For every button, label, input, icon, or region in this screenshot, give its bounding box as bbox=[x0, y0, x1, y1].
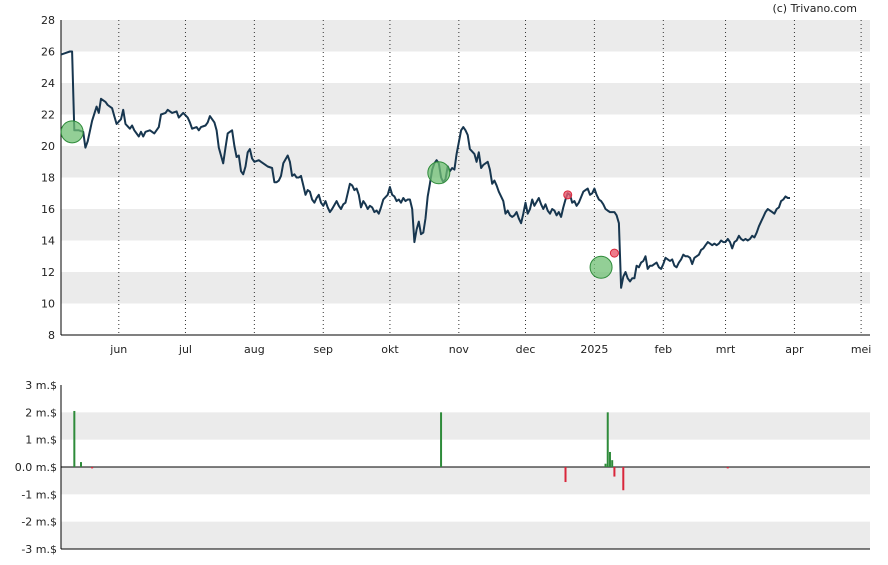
y-tick-label: 22 bbox=[41, 109, 55, 122]
price-panel: jun jul aug sep okt nov dec 2025 feb mrt apr mei 8 10… bbox=[41, 14, 871, 356]
buy-volume-bar bbox=[611, 460, 614, 467]
sell-volume-bar bbox=[622, 467, 625, 491]
volume-y-tick-label: -3 m.$ bbox=[21, 543, 57, 556]
volume-grid-band bbox=[61, 467, 870, 495]
x-tick-label: aug bbox=[244, 343, 265, 356]
x-tick-label: dec bbox=[516, 343, 536, 356]
watermark: (c) Trivano.com bbox=[772, 2, 857, 15]
insider-volume-panel: 3 m.$ 2 m.$ 1 m.$ 0.0 m.$ -1 m.$ -2 m.$ -3 m.$ bbox=[15, 379, 870, 556]
buy-marker bbox=[427, 161, 451, 185]
y-tick-label: 16 bbox=[41, 203, 55, 216]
volume-y-tick-label: 3 m.$ bbox=[25, 379, 57, 392]
sell-volume-bar bbox=[726, 467, 729, 469]
price-grid-band bbox=[61, 146, 870, 178]
volume-y-tick-label: -2 m.$ bbox=[21, 516, 57, 529]
y-tick-label: 10 bbox=[41, 298, 55, 311]
price-grid-band bbox=[61, 209, 870, 241]
x-tick-label: mrt bbox=[716, 343, 736, 356]
buy-volume-bar bbox=[608, 451, 611, 467]
x-tick-label: sep bbox=[314, 343, 333, 356]
volume-grid-band bbox=[61, 521, 870, 549]
x-tick-label: 2025 bbox=[580, 343, 608, 356]
y-tick-label: 20 bbox=[41, 140, 55, 153]
y-tick-label: 24 bbox=[41, 77, 55, 90]
y-tick-label: 26 bbox=[41, 46, 55, 59]
sell-marker bbox=[609, 248, 619, 258]
buy-volume-bar bbox=[440, 412, 443, 467]
y-tick-label: 18 bbox=[41, 172, 55, 185]
buy-marker bbox=[589, 255, 613, 279]
y-tick-label: 12 bbox=[41, 266, 55, 279]
volume-y-tick-label: 1 m.$ bbox=[25, 434, 57, 447]
volume-grid-band bbox=[61, 412, 870, 440]
buy-volume-bar bbox=[606, 412, 609, 467]
x-tick-label: mei bbox=[851, 343, 872, 356]
x-tick-label: okt bbox=[381, 343, 399, 356]
price-grid-band bbox=[61, 20, 870, 52]
buy-volume-bar bbox=[80, 462, 83, 467]
x-tick-label: nov bbox=[449, 343, 470, 356]
sell-volume-bar bbox=[564, 467, 567, 483]
sell-marker bbox=[563, 190, 573, 200]
x-tick-label: feb bbox=[654, 343, 672, 356]
price-grid-band bbox=[61, 272, 870, 304]
y-tick-label: 8 bbox=[48, 329, 55, 342]
y-tick-label: 14 bbox=[41, 235, 55, 248]
x-tick-label: jun bbox=[109, 343, 127, 356]
x-tick-label: apr bbox=[785, 343, 804, 356]
price-grid-band bbox=[61, 83, 870, 115]
buy-marker bbox=[60, 120, 84, 144]
volume-y-tick-label: 0.0 m.$ bbox=[15, 461, 57, 474]
volume-y-tick-label: -1 m.$ bbox=[21, 488, 57, 501]
x-tick-label: jul bbox=[178, 343, 192, 356]
sell-volume-bar bbox=[91, 467, 94, 469]
y-tick-label: 28 bbox=[41, 14, 55, 27]
volume-y-tick-label: 2 m.$ bbox=[25, 406, 57, 419]
buy-volume-bar bbox=[73, 410, 76, 467]
sell-volume-bar bbox=[613, 467, 616, 477]
buy-volume-bar bbox=[604, 463, 607, 467]
